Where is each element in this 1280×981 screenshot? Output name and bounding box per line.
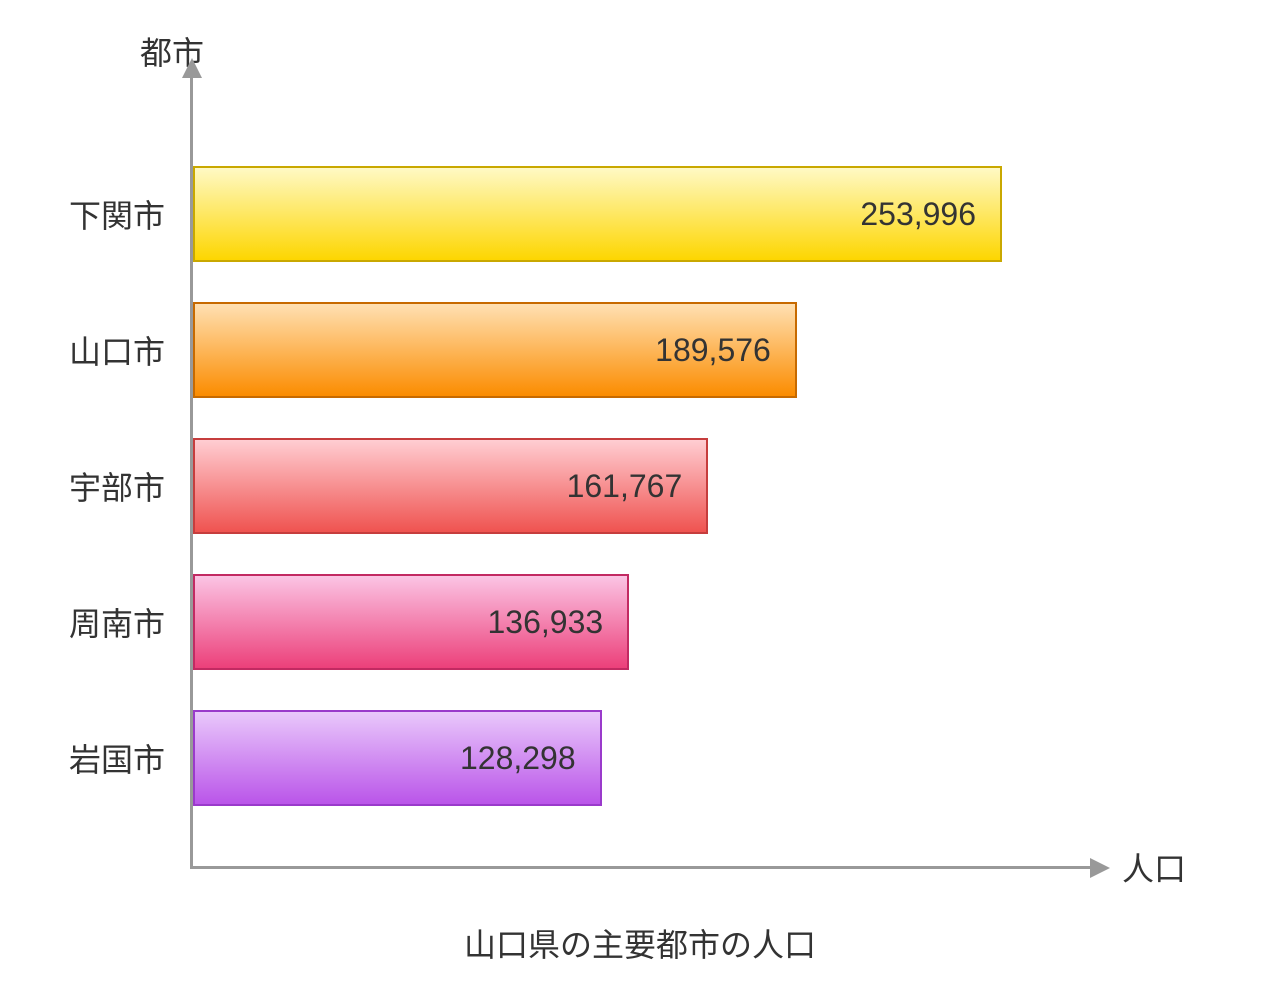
bar-row: 宇部市161,767 — [193, 438, 1093, 534]
x-axis-title: 人口 — [1122, 844, 1186, 890]
chart-caption: 山口県の主要都市の人口 — [0, 920, 1280, 966]
population-bar-chart: 都市 人口 下関市253,996山口市189,576宇部市161,767周南市1… — [0, 0, 1280, 981]
bar-value-label: 136,933 — [487, 604, 603, 641]
bar: 136,933 — [193, 574, 629, 670]
bar-category-label: 山口市 — [69, 327, 165, 373]
bar-category-label: 岩国市 — [69, 735, 165, 781]
bar-category-label: 周南市 — [69, 599, 165, 645]
bar: 189,576 — [193, 302, 797, 398]
bar-value-label: 253,996 — [860, 196, 976, 233]
x-axis-arrowhead — [1090, 858, 1110, 878]
bar-value-label: 161,767 — [567, 468, 683, 505]
plot-area: 下関市253,996 山口市189,576 宇部市161,767 周南市136,933… — [193, 0, 1093, 866]
bar: 253,996 — [193, 166, 1002, 262]
bar: 128,298 — [193, 710, 602, 806]
bar-category-label: 下関市 — [69, 191, 165, 237]
bar-value-label: 189,576 — [655, 332, 771, 369]
x-axis-line — [190, 866, 1090, 869]
bar-row: 周南市136,933 — [193, 574, 1093, 670]
bar-category-label: 宇部市 — [69, 463, 165, 509]
bar-row: 岩国市128,298 — [193, 710, 1093, 806]
bar: 161,767 — [193, 438, 708, 534]
bar-row: 下関市253,996 — [193, 166, 1093, 262]
bar-value-label: 128,298 — [460, 740, 576, 777]
bar-row: 山口市189,576 — [193, 302, 1093, 398]
